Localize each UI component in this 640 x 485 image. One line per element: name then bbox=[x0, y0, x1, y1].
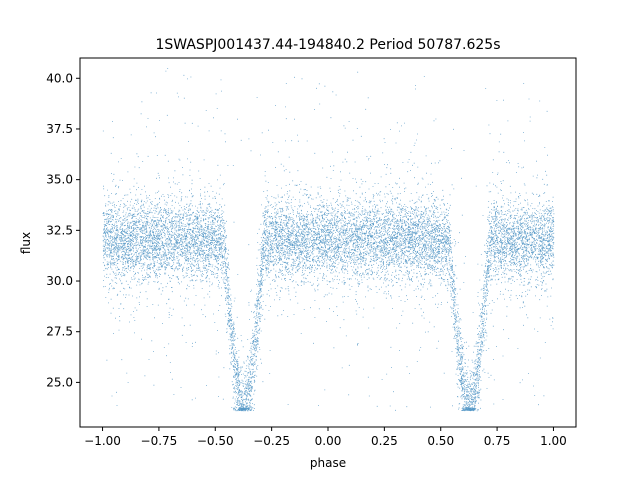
x-axis-label: phase bbox=[310, 456, 346, 470]
y-tick-label: 40.0 bbox=[46, 71, 73, 85]
y-axis-ticks: 25.0 27.5 30.0 32.5 35.0 37.5 40.0 bbox=[46, 71, 80, 389]
y-tick-label: 37.5 bbox=[46, 122, 73, 136]
y-tick-label: 32.5 bbox=[46, 223, 73, 237]
y-axis-label: flux bbox=[19, 232, 33, 254]
y-tick-label: 35.0 bbox=[46, 173, 73, 187]
x-tick-label: −1.00 bbox=[84, 434, 121, 448]
x-tick-label: −0.25 bbox=[253, 434, 290, 448]
x-tick-label: −0.50 bbox=[197, 434, 234, 448]
data-points bbox=[102, 68, 555, 412]
x-tick-label: −0.75 bbox=[141, 434, 178, 448]
x-tick-label: 1.00 bbox=[540, 434, 567, 448]
scatter-points bbox=[102, 68, 555, 412]
x-tick-label: 0.25 bbox=[371, 434, 398, 448]
chart-title: 1SWASPJ001437.44-194840.2 Period 50787.6… bbox=[155, 37, 500, 53]
y-tick-label: 30.0 bbox=[46, 274, 73, 288]
x-axis-ticks: −1.00 −0.75 −0.50 −0.25 0.00 0.25 0.50 0.75 1.00 bbox=[84, 427, 567, 448]
y-tick-label: 27.5 bbox=[46, 325, 73, 339]
y-tick-label: 25.0 bbox=[46, 375, 73, 389]
x-tick-label: 0.75 bbox=[484, 434, 511, 448]
x-tick-label: 0.50 bbox=[427, 434, 454, 448]
x-tick-label: 0.00 bbox=[315, 434, 342, 448]
